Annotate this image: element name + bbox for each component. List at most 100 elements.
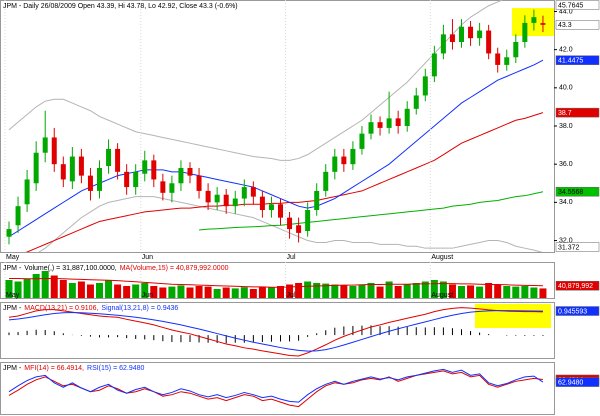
volume-bar xyxy=(277,286,284,298)
y-tick-label: 44.0 xyxy=(559,8,573,15)
candle-body xyxy=(368,122,374,134)
macd-panel xyxy=(0,302,555,359)
x-tick-label: May xyxy=(6,254,20,261)
candle-body xyxy=(350,148,356,165)
line xyxy=(38,196,543,252)
candle-body xyxy=(495,53,501,65)
y-tick-label: 40.0 xyxy=(559,85,573,92)
value-box xyxy=(555,280,600,291)
candle-body xyxy=(214,194,220,203)
volume-bar xyxy=(204,286,212,298)
volume-bar xyxy=(41,271,49,298)
legend: JPM - Daily 26/08/2009 Open 43.39, Hi 43… xyxy=(3,3,238,10)
volume-bar xyxy=(304,281,312,298)
volume-bar xyxy=(503,286,511,298)
volume-bar xyxy=(322,283,330,298)
candle-body xyxy=(106,148,112,167)
legend-entry: MA(Volume,15) = 40,879,992.0000 xyxy=(120,265,229,272)
volume-bar xyxy=(231,288,239,298)
legend: JPM - MACD(13,21) = 0.9106, Signal(13,21,8… xyxy=(3,305,178,312)
volume-bar xyxy=(59,280,67,298)
volume-bar xyxy=(448,284,456,298)
volume-bar xyxy=(467,285,475,298)
candle-body xyxy=(341,156,347,165)
x-tick-label: Jun xyxy=(142,254,153,261)
candle-body xyxy=(459,26,464,42)
candle-body xyxy=(259,196,265,210)
line xyxy=(25,112,544,252)
volume-bar xyxy=(494,284,502,298)
x-tick-label: Jul xyxy=(287,292,296,299)
value-box-label: 38.7 xyxy=(558,110,572,117)
line xyxy=(8,368,544,403)
plot-area xyxy=(5,271,547,298)
candle-body xyxy=(187,168,193,176)
x-tick-label: August xyxy=(431,254,453,261)
legend-entry: MFI(14) = 66.4914, xyxy=(24,365,84,372)
volume-bar xyxy=(14,281,22,298)
candle-body xyxy=(422,76,428,96)
value-box-label: 43.3 xyxy=(558,22,572,29)
volume-bar xyxy=(412,283,420,298)
candle-body xyxy=(359,133,365,149)
line xyxy=(8,0,504,161)
y-tick-label: 32.0 xyxy=(559,237,573,244)
legend-entry: MACD(13,21) = 0.9106, xyxy=(24,305,98,312)
value-box-label: 62.9480 xyxy=(558,379,583,386)
volume-bar xyxy=(367,283,375,298)
candle-body xyxy=(250,187,256,197)
candle-body xyxy=(87,175,93,191)
x-tick-label: May xyxy=(6,292,20,299)
candle-body xyxy=(449,34,455,42)
volume-bar xyxy=(258,286,266,298)
volume-bar xyxy=(168,286,176,298)
candle-body xyxy=(223,194,229,207)
candle-body xyxy=(287,217,293,230)
candle-body xyxy=(486,30,492,54)
volume-bar xyxy=(249,289,257,298)
volume-bar xyxy=(439,281,447,298)
candle-body xyxy=(404,108,410,126)
plot-area xyxy=(8,368,544,408)
value-box xyxy=(555,55,600,65)
candle-body xyxy=(431,53,437,77)
y-tick-label: 34.0 xyxy=(559,199,573,206)
volume-bar xyxy=(96,283,103,298)
volume-bar xyxy=(86,284,94,298)
volume-bar xyxy=(458,286,465,298)
candle-body xyxy=(196,175,202,191)
volume-bar xyxy=(177,285,185,298)
candle-body xyxy=(305,210,311,231)
candle-body xyxy=(69,156,75,182)
volume-bar xyxy=(394,286,402,298)
volume-bar xyxy=(340,285,348,298)
volume-bar xyxy=(150,286,158,298)
volume-panel xyxy=(0,262,555,299)
line xyxy=(9,278,543,288)
highlight xyxy=(475,304,551,328)
volume-bar xyxy=(530,287,538,298)
candle-body xyxy=(51,137,57,165)
legend: JPM - Volume(,) = 31,887,100.0000, MA(Volu… xyxy=(3,265,229,272)
y-tick-label: 42.0 xyxy=(559,46,573,53)
candle-body xyxy=(413,95,419,109)
value-box xyxy=(555,107,600,118)
mfi-panel xyxy=(0,362,555,415)
line xyxy=(8,370,544,408)
plot-area xyxy=(6,0,546,252)
volume-bar xyxy=(358,284,366,298)
volume-bar xyxy=(430,280,438,298)
volume-bar xyxy=(222,287,230,298)
legend-entry: Signal(13,21,8) = 0.9436 xyxy=(101,305,178,312)
candle-body xyxy=(278,204,283,218)
x-tick-label: August xyxy=(431,292,453,299)
volume-bar xyxy=(105,280,113,298)
candle-body xyxy=(540,23,546,25)
volume-bar xyxy=(141,283,149,298)
volume-bar xyxy=(286,284,294,298)
volume-bar xyxy=(313,283,321,298)
volume-bar xyxy=(132,284,140,298)
candle-body xyxy=(115,148,121,172)
candle-body xyxy=(205,190,211,203)
candle-body xyxy=(468,26,474,39)
